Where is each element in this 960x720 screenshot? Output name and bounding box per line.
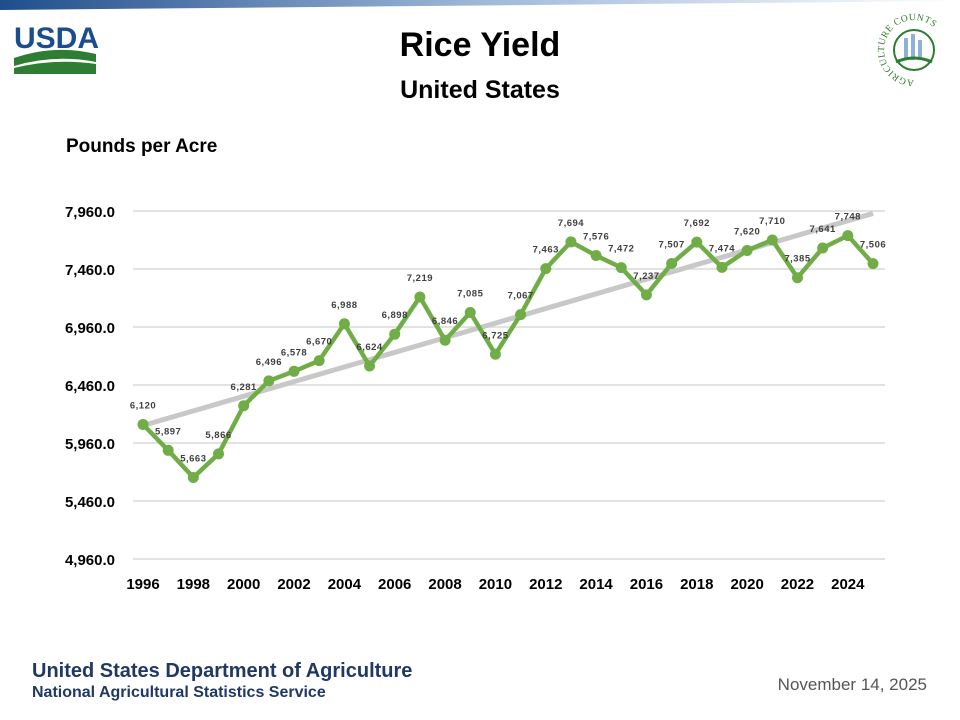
y-tick-label: 6,960.0 [65,320,115,337]
data-label: 6,281 [231,382,257,393]
data-point [691,236,703,248]
data-point [137,418,149,430]
y-axis-label: Pounds per Acre [66,136,218,157]
y-tick-label: 5,960.0 [65,436,115,453]
data-label: 7,463 [533,245,559,256]
agriculture-counts-logo: AGRICULTURE COUNTS [877,13,938,86]
data-label: 6,846 [432,316,458,327]
x-tick-label: 2014 [579,576,613,593]
x-tick-label: 2010 [479,576,512,593]
data-label: 7,506 [860,240,886,251]
x-tick-label: 2002 [277,576,310,593]
data-label: 7,067 [507,291,533,302]
x-tick-label: 2006 [378,576,411,593]
data-label: 6,578 [281,347,307,358]
data-point [615,262,627,274]
data-point [414,291,426,303]
data-label: 7,641 [810,224,836,235]
chart-subtitle: United States [400,76,560,104]
x-tick-label: 1998 [177,576,210,593]
data-label: 7,472 [608,244,634,255]
data-label: 6,988 [331,300,357,311]
data-label: 6,120 [130,400,156,411]
chart-title: Rice Yield [399,26,561,64]
data-label: 7,620 [734,226,760,237]
data-point [842,230,854,242]
data-point [288,365,300,377]
data-label: 7,085 [457,289,483,300]
data-point [791,272,803,284]
usda-logo: USDA [14,22,99,74]
data-label: 6,670 [306,337,332,348]
x-tick-label: 1996 [126,576,159,593]
usda-logo-text: USDA [14,22,99,55]
y-tick-label: 4,960.0 [65,552,115,569]
x-tick-label: 2000 [227,576,260,593]
top-banner [0,0,960,10]
data-point [666,258,678,270]
data-point [590,250,602,262]
x-tick-label: 2012 [529,576,562,593]
footer-department: United States Department of Agriculture [32,660,413,682]
data-label: 6,725 [482,330,508,341]
data-point [741,244,753,256]
data-label: 6,624 [356,342,382,353]
x-tick-label: 2018 [680,576,713,593]
y-tick-label: 6,460.0 [65,378,115,395]
data-point [867,258,879,270]
data-point [263,375,275,387]
data-point [313,355,325,367]
data-point [489,348,501,360]
x-tick-label: 2004 [328,576,362,593]
data-point [540,263,552,275]
data-point [565,236,577,248]
data-label: 7,748 [835,212,861,223]
x-tick-label: 2020 [730,576,763,593]
data-label: 5,663 [180,453,206,464]
footer-service: National Agricultural Statistics Service [32,684,326,701]
data-point [364,360,376,372]
data-label: 7,576 [583,232,609,243]
data-point [162,444,174,456]
data-label: 6,496 [256,357,282,368]
data-point [640,289,652,301]
data-label: 7,219 [407,273,433,284]
x-tick-label: 2022 [781,576,814,593]
x-tick-label: 2016 [630,576,663,593]
data-label: 5,897 [155,426,181,437]
series-line [141,233,875,480]
data-label: 7,474 [709,243,735,254]
x-tick-label: 2024 [831,576,865,593]
data-label: 7,385 [784,254,810,265]
data-point [766,234,778,246]
footer-date: November 14, 2025 [777,675,927,694]
data-point [439,334,451,346]
data-point [238,400,250,412]
data-point [389,328,401,340]
data-point [716,261,728,273]
y-tick-label: 5,460.0 [65,494,115,511]
x-tick-label: 2008 [428,576,461,593]
data-point [213,448,225,460]
data-label: 6,898 [382,310,408,321]
data-label: 7,507 [658,240,684,251]
y-tick-label: 7,960.0 [65,204,115,221]
data-point [187,471,199,483]
y-tick-label: 7,460.0 [65,262,115,279]
data-label: 5,866 [205,430,231,441]
data-label: 7,692 [684,218,710,229]
data-point [464,307,476,318]
data-label: 7,694 [558,218,584,229]
data-label: 7,710 [759,216,785,227]
data-point [817,242,829,254]
data-point [338,318,350,330]
data-point [515,309,527,321]
data-label: 7,237 [633,271,659,282]
